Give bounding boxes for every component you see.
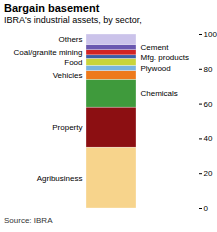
html-text:Bargain basement: Bargain basement xyxy=(4,2,100,14)
svg-text:Plywood: Plywood xyxy=(141,64,171,73)
svg-text:Vehicles: Vehicles xyxy=(53,71,83,80)
svg-text:Others: Others xyxy=(58,35,82,44)
svg-text:Food: Food xyxy=(64,58,82,67)
svg-text:0: 0 xyxy=(204,204,209,213)
svg-text:40: 40 xyxy=(204,134,213,143)
svg-text:Coal/granite mining: Coal/granite mining xyxy=(14,48,83,57)
svg-text:Mfg. products: Mfg. products xyxy=(141,53,189,62)
svg-text:Cement: Cement xyxy=(141,43,170,52)
html-text:Source: IBRA: Source: IBRA xyxy=(4,216,53,225)
svg-text:Chemicals: Chemicals xyxy=(141,89,178,98)
svg-text:80: 80 xyxy=(204,65,213,74)
svg-text:20: 20 xyxy=(204,169,213,178)
svg-text:100: 100 xyxy=(204,30,217,39)
html-text:IBRA's industrial assets, by s: IBRA's industrial assets, by sector, xyxy=(4,15,142,25)
svg-text:60: 60 xyxy=(204,100,213,109)
svg-text:Property: Property xyxy=(52,123,82,132)
svg-text:Agribusiness: Agribusiness xyxy=(37,174,83,183)
